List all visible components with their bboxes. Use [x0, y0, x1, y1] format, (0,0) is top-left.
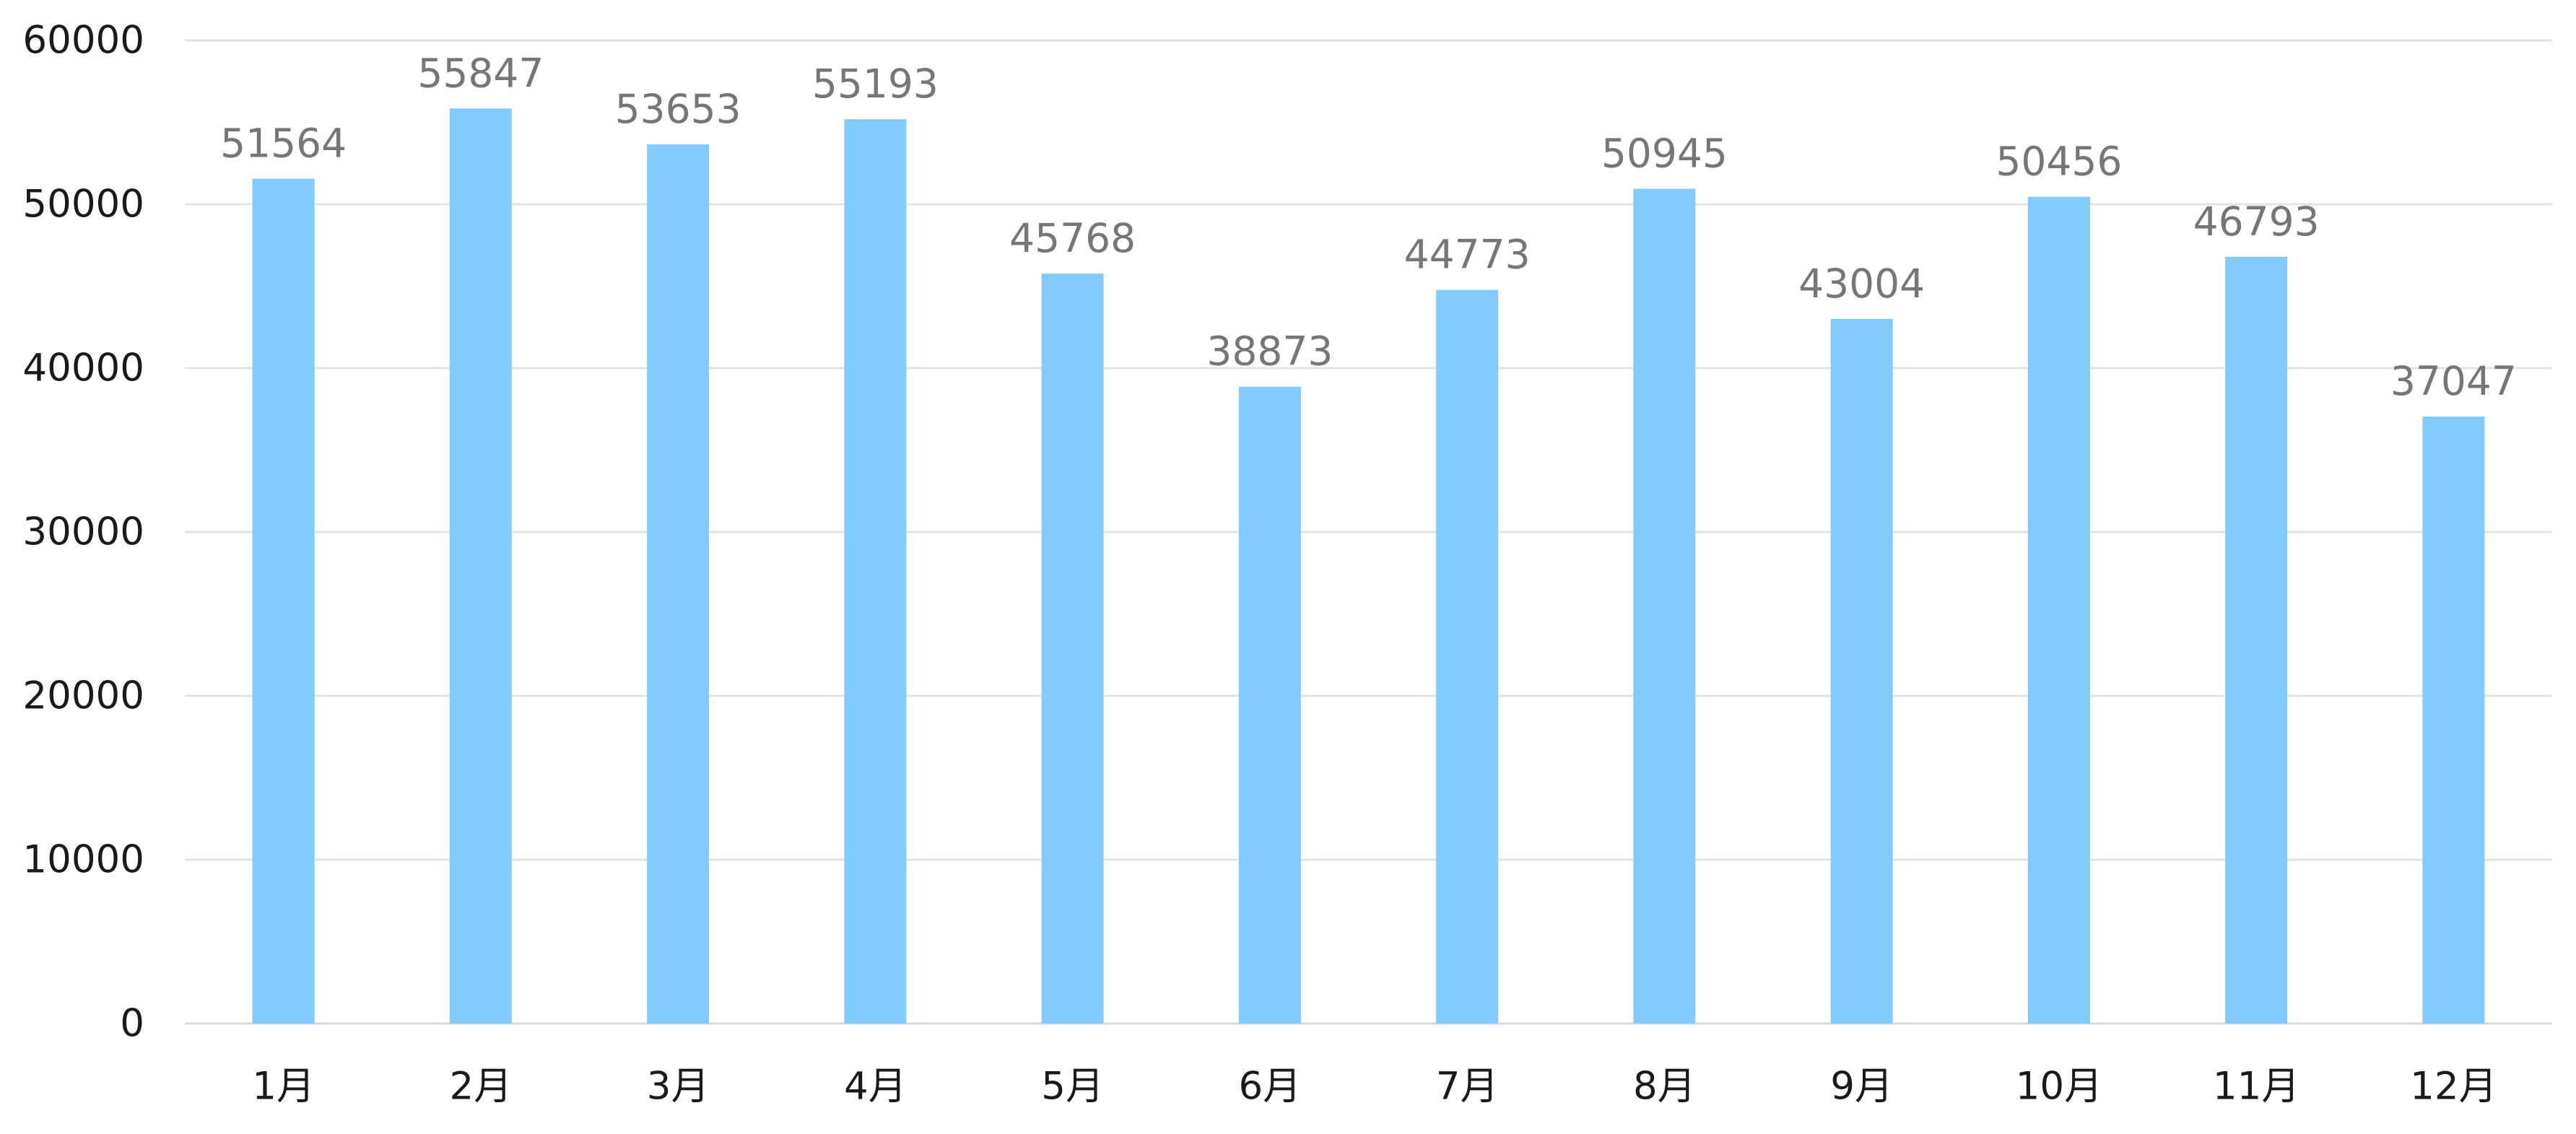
x-tick-label: 10月 [2016, 1065, 2102, 1109]
data-label: 46793 [2193, 199, 2320, 245]
y-axis: 0 10000 20000 30000 40000 50000 60000 [22, 19, 144, 1046]
bar [2225, 256, 2288, 1024]
x-tick-label: 4月 [844, 1065, 907, 1109]
bar [2422, 416, 2485, 1024]
bar [1436, 289, 1499, 1024]
x-tick-label: 1月 [252, 1065, 315, 1109]
data-label: 55847 [417, 50, 544, 96]
x-tick-label: 11月 [2213, 1065, 2299, 1109]
data-label: 38873 [1206, 328, 1333, 375]
y-tick-label: 20000 [22, 674, 144, 718]
y-tick-label: 0 [120, 1002, 144, 1046]
x-tick-label: 3月 [647, 1065, 710, 1109]
data-labels: 51564 55847 53653 55193 45768 38873 44773 50945… [220, 50, 2517, 404]
bar [1830, 318, 1893, 1024]
x-tick-label: 2月 [450, 1065, 513, 1109]
bar [449, 108, 512, 1024]
data-label: 44773 [1404, 232, 1531, 278]
data-label: 51564 [220, 120, 347, 166]
data-label: 53653 [615, 86, 741, 132]
data-label: 43004 [1798, 261, 1925, 307]
data-label: 45768 [1009, 215, 1136, 261]
bar [1041, 274, 1104, 1024]
data-label: 37047 [2390, 358, 2517, 404]
y-tick-label: 40000 [22, 346, 144, 391]
x-tick-label: 6月 [1239, 1065, 1302, 1109]
data-label: 55193 [812, 61, 939, 107]
x-axis: 1月 2月 3月 4月 5月 6月 7月 8月 9月 10月 11月 12月 [252, 1065, 2497, 1109]
bars [252, 108, 2485, 1024]
bar [2027, 196, 2090, 1024]
data-label: 50945 [1601, 131, 1728, 177]
x-tick-label: 7月 [1436, 1065, 1499, 1109]
bar [844, 119, 907, 1024]
y-tick-label: 30000 [22, 510, 144, 554]
bar [1633, 188, 1696, 1024]
x-tick-label: 8月 [1633, 1065, 1696, 1109]
x-tick-label: 5月 [1041, 1065, 1104, 1109]
gridlines [185, 39, 2552, 1025]
bar [1238, 386, 1301, 1024]
y-tick-label: 50000 [22, 183, 144, 227]
x-tick-label: 9月 [1830, 1065, 1893, 1109]
bar [252, 178, 315, 1024]
data-label: 50456 [1996, 139, 2122, 185]
y-tick-label: 10000 [22, 838, 144, 882]
y-tick-label: 60000 [22, 19, 144, 63]
bar [647, 144, 710, 1024]
x-tick-label: 12月 [2410, 1065, 2497, 1109]
